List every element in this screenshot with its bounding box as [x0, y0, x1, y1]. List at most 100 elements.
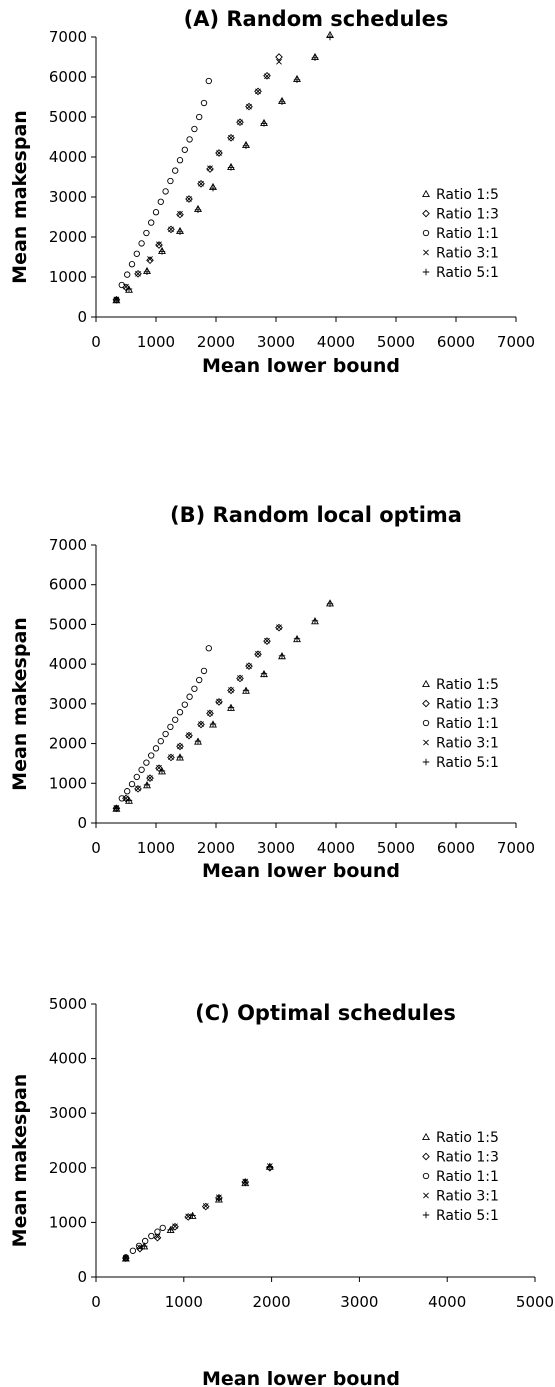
chart-c-series-5	[122, 1163, 274, 1262]
chart-a-point	[147, 256, 153, 262]
chart-a-legend-marker	[422, 268, 430, 276]
chart-c-x-tick-label: 0	[91, 1293, 101, 1311]
chart-b-point	[134, 785, 142, 793]
chart-a-point	[146, 256, 154, 265]
chart-b-point	[263, 637, 271, 645]
chart-b-point	[216, 698, 222, 705]
chart-b-legend-marker	[422, 758, 430, 766]
chart-a-point	[186, 136, 193, 143]
chart-b-point	[143, 759, 150, 766]
chart-a-point	[158, 248, 166, 255]
chart-b-point	[162, 730, 169, 738]
chart-b-legend-label: Ratio 1:5	[436, 677, 499, 693]
chart-a-x-tick-label: 5000	[377, 333, 415, 351]
chart-a-x-tick-label: 0	[91, 333, 101, 351]
chart-a-legend-marker	[422, 229, 430, 237]
chart-c-point	[242, 1179, 249, 1187]
chart-b-series-1	[112, 599, 334, 812]
chart-a-x-tick-label: 1000	[137, 333, 175, 351]
chart-a-y-tick-label: 1000	[49, 268, 87, 286]
chart-c-point	[185, 1213, 192, 1220]
chart-a-point	[275, 53, 283, 61]
chart-a-point	[135, 270, 141, 277]
chart-a-x-tick-label: 3000	[257, 333, 295, 351]
chart-b-point	[176, 709, 184, 716]
chart-c-svg: (C) Optimal schedules 0 1000 2000 3000 4000 50…	[9, 995, 554, 1387]
chart-b-point	[245, 662, 253, 670]
chart-a-point	[260, 120, 268, 127]
chart-a-point	[237, 119, 243, 126]
chart-b-point	[146, 774, 154, 782]
chart-a-point	[186, 196, 192, 202]
chart-a-point	[245, 102, 253, 111]
chart-b-point	[200, 667, 208, 675]
chart-c-series-3	[122, 1224, 166, 1261]
chart-b-point	[293, 635, 301, 642]
chart-a-point	[191, 125, 198, 133]
chart-c-x-tick-label: 2000	[253, 1293, 291, 1311]
chart-c-y-tick-label: 3000	[49, 1104, 87, 1122]
chart-b-y-tick-label: 6000	[49, 576, 87, 594]
chart-c-legend-marker	[423, 1192, 429, 1199]
chart-panel-c: (C) Optimal schedules 0 1000 2000 3000 4000 50…	[0, 985, 555, 1387]
chart-a-point	[205, 77, 212, 85]
chart-b-point	[176, 753, 184, 761]
chart-b-point	[227, 686, 235, 695]
chart-a-point	[200, 99, 208, 107]
chart-a-point	[148, 219, 155, 226]
chart-a-y-tick-label: 5000	[49, 108, 87, 126]
chart-b-point	[215, 698, 223, 706]
chart-a-point	[216, 150, 222, 156]
chart-a-series-4	[113, 58, 282, 303]
chart-c-series-2	[122, 1163, 274, 1262]
chart-a-point	[156, 241, 162, 248]
chart-b-point	[167, 723, 174, 731]
chart-b-point	[237, 675, 243, 681]
chart-panel-a: (A) Random schedules 0 1000 2000 3000 4000 500…	[0, 0, 555, 380]
chart-b-point	[143, 781, 151, 789]
chart-b-legend-label: Ratio 3:1	[436, 736, 499, 752]
chart-b-point	[156, 764, 162, 771]
chart-a-point	[181, 146, 188, 153]
chart-b-point	[311, 617, 319, 625]
chart-a-y-tick-label: 6000	[49, 68, 87, 86]
chart-c-legend-label: Ratio 1:1	[436, 1169, 499, 1185]
chart-c-y-axis-label: Mean makespan	[9, 1074, 31, 1248]
chart-b-point	[135, 785, 141, 792]
chart-b-x-tick-label: 3000	[257, 839, 295, 857]
chart-b-point	[326, 600, 334, 607]
chart-b-point	[172, 716, 179, 723]
chart-b-y-tick-label: 1000	[49, 774, 87, 792]
chart-a-point	[167, 177, 174, 185]
chart-a-point	[209, 185, 217, 192]
chart-a-series-3	[113, 77, 212, 303]
chart-a-title: (A) Random schedules	[184, 7, 449, 31]
chart-a-series-1	[112, 30, 334, 304]
chart-a-series-5	[113, 33, 334, 303]
chart-a-y-tick-label: 3000	[49, 188, 87, 206]
chart-a-point	[124, 271, 131, 278]
chart-b-point	[206, 709, 214, 718]
chart-c-legend-label: Ratio 3:1	[436, 1189, 499, 1205]
chart-c-y-tick-label: 4000	[49, 1050, 87, 1068]
chart-b-x-tick-label: 4000	[317, 839, 355, 857]
chart-c-y-tick-label: 5000	[49, 995, 87, 1013]
chart-a-point	[228, 134, 234, 141]
chart-c-legend-label: Ratio 1:3	[436, 1150, 499, 1166]
chart-b-point	[278, 652, 286, 660]
chart-a-point	[138, 240, 145, 247]
chart-c-point	[159, 1224, 166, 1232]
chart-c-x-tick-label: 3000	[340, 1293, 378, 1311]
chart-a-point	[185, 195, 193, 203]
chart-a-point	[125, 285, 133, 293]
chart-c-point	[141, 1242, 148, 1250]
chart-a-point	[133, 250, 140, 257]
chart-a-point	[215, 149, 223, 157]
chart-b-point	[255, 650, 261, 657]
chart-a-point	[123, 283, 129, 290]
chart-b-point	[118, 795, 125, 802]
chart-a-point	[113, 296, 120, 303]
chart-c-legend-marker	[422, 1172, 430, 1180]
chart-b-point	[242, 687, 250, 694]
chart-b-point	[186, 693, 193, 700]
